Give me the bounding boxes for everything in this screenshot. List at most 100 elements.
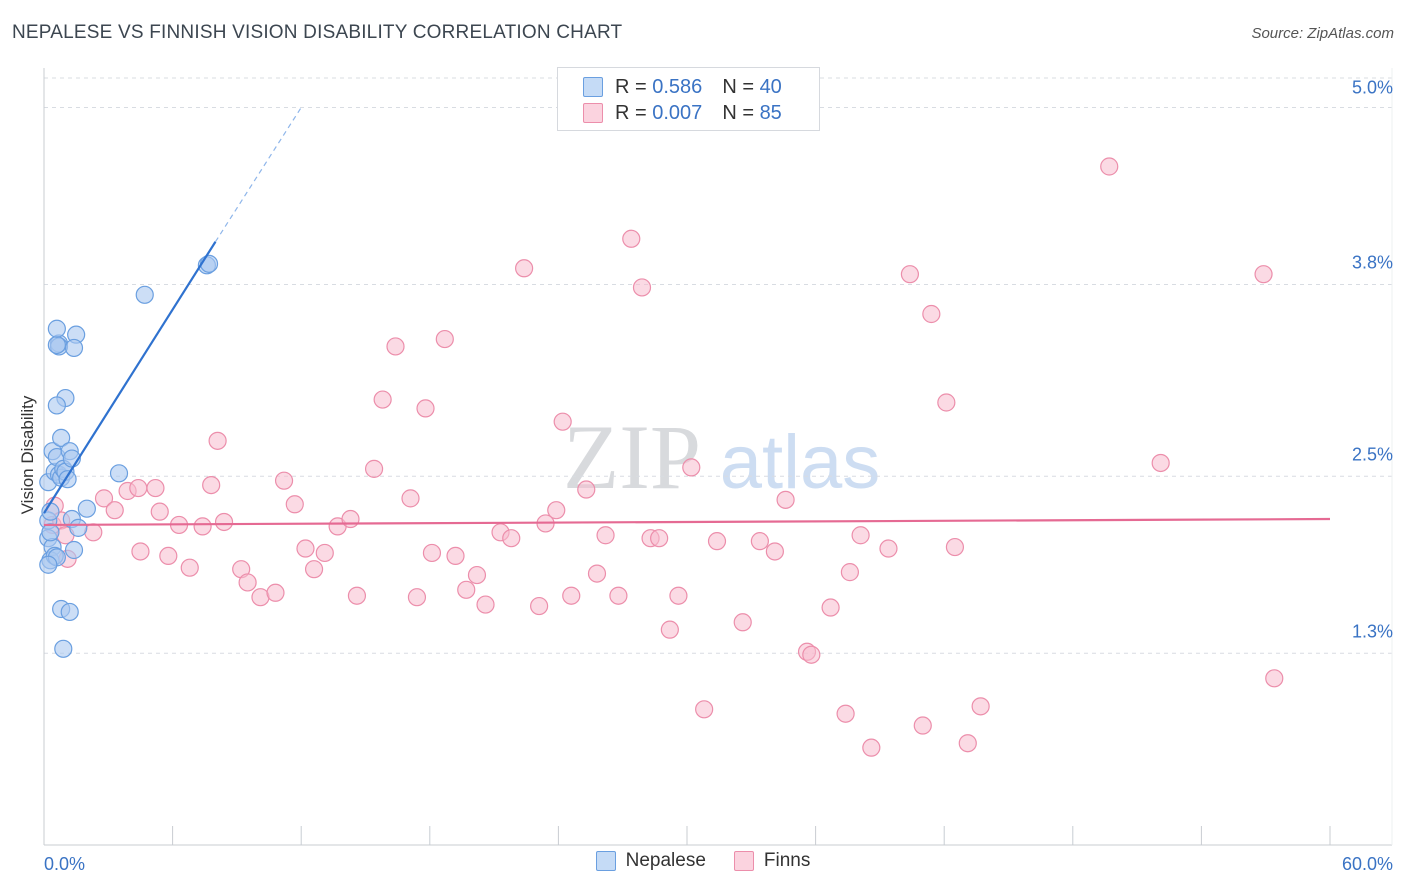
chart-title: NEPALESE VS FINNISH VISION DISABILITY CO…: [12, 22, 623, 43]
finns-point: [587, 564, 607, 583]
finns-swatch: [733, 851, 754, 871]
nepalese-point: [54, 639, 73, 658]
source-label: Source: ZipAtlas.com: [1251, 25, 1394, 42]
finns-point: [765, 542, 784, 561]
finns-point: [682, 458, 701, 477]
finns-point: [632, 278, 652, 297]
legend-row-nepalese: R = 0.586 N = 40: [583, 74, 782, 100]
y-tick-label: 2.5%: [1352, 444, 1393, 464]
finns-point: [467, 565, 487, 585]
finns-point: [94, 489, 114, 508]
finns-point: [131, 542, 150, 561]
finns-point: [937, 393, 956, 412]
r-value: 0.586: [652, 75, 703, 98]
finns-point: [214, 512, 234, 532]
nepalese-trend-line: [43, 241, 217, 514]
finns-swatch: [583, 103, 603, 123]
legend-item-finns[interactable]: Finns: [733, 850, 811, 872]
nepalese-point: [199, 254, 219, 273]
nepalese-point: [41, 523, 60, 542]
finns-point: [733, 613, 752, 632]
finns-point: [274, 471, 294, 490]
y-tick-label: 5.0%: [1352, 78, 1393, 98]
nepalese-point: [135, 285, 154, 304]
nepalese-point: [64, 338, 84, 358]
finns-point: [146, 478, 165, 498]
finns-point: [422, 543, 442, 563]
n-label: N =: [722, 75, 754, 98]
finns-point: [660, 620, 679, 639]
x-tick-label: 0.0%: [44, 854, 85, 874]
finns-point: [609, 586, 628, 605]
finns-point: [129, 478, 148, 498]
x-tick-label: 60.0%: [1342, 854, 1393, 874]
r-label: R =: [615, 101, 647, 124]
nepalese-point: [64, 540, 84, 560]
finns-point: [105, 501, 124, 520]
nepalese-point: [69, 518, 88, 537]
finns-point: [596, 526, 615, 545]
nepalese-point: [39, 555, 58, 574]
finns-point: [159, 546, 178, 566]
finns-point: [669, 586, 688, 605]
y-axis-label: Vision Disability: [18, 395, 37, 514]
finns-point: [202, 476, 221, 495]
finns-point: [879, 539, 898, 558]
finns-point: [840, 563, 859, 582]
finns-point: [401, 489, 420, 508]
nepalese-point: [77, 499, 96, 518]
finns-point: [776, 490, 795, 509]
finns-point: [515, 259, 534, 278]
watermark-atlas: atlas: [720, 420, 881, 505]
finns-point: [238, 573, 257, 592]
series-legend: Nepalese Finns: [0, 850, 1406, 872]
finns-point: [547, 501, 566, 520]
finns-point: [208, 431, 227, 450]
legend-row-finns: R = 0.007 N = 85: [583, 100, 782, 126]
finns-point: [900, 265, 920, 284]
finns-point: [945, 537, 965, 557]
finns-point: [315, 543, 334, 563]
finns-point: [1100, 157, 1119, 176]
finns-point: [650, 529, 669, 548]
finns-point: [416, 399, 435, 418]
legend-item-nepalese[interactable]: Nepalese: [595, 850, 706, 872]
correlation-legend: R = 0.586 N = 40 R = 0.007 N = 85: [557, 67, 820, 131]
nepalese-point: [47, 335, 66, 355]
finns-point: [958, 734, 977, 753]
watermark: ZIP atlas: [563, 406, 880, 508]
nepalese-point: [109, 464, 129, 483]
finns-point: [821, 598, 840, 617]
finns-point: [457, 580, 476, 599]
legend-label-nepalese: Nepalese: [625, 850, 706, 871]
finns-point: [750, 532, 769, 551]
finns-point: [862, 738, 881, 757]
nepalese-point: [60, 602, 79, 622]
legend-label-finns: Finns: [763, 850, 811, 871]
finns-point: [304, 560, 324, 579]
finns-point: [707, 532, 727, 551]
finns-point: [971, 697, 990, 716]
nepalese-point: [52, 428, 71, 447]
finns-point: [562, 586, 581, 605]
finns-point: [577, 480, 596, 499]
finns-point: [180, 558, 199, 577]
finns-point: [502, 529, 521, 548]
nepalese-trend-extension: [214, 107, 302, 243]
y-tick-label: 3.8%: [1352, 253, 1393, 273]
r-label: R =: [615, 75, 647, 98]
finns-point: [476, 595, 495, 614]
finns-point: [446, 546, 465, 566]
finns-point: [341, 509, 360, 529]
nepalese-swatch: [583, 77, 603, 97]
finns-point: [84, 523, 103, 542]
finns-point: [851, 526, 870, 545]
finns-point: [347, 586, 367, 605]
finns-point: [285, 495, 304, 514]
finns-point: [373, 390, 392, 409]
finns-point: [407, 588, 427, 607]
n-label: N =: [722, 101, 754, 124]
finns-point: [553, 412, 572, 431]
finns-point: [364, 459, 384, 478]
